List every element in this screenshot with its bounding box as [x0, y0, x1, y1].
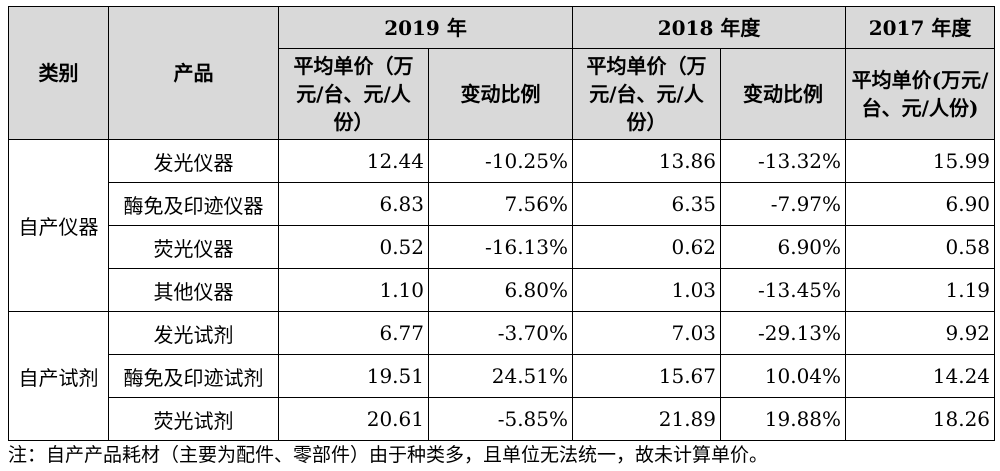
price-2019-cell: 12.44	[278, 139, 429, 183]
header-row-metrics: 平均单价（万元/台、元/人份） 变动比例 平均单价（万元/台、元/人份） 变动比…	[9, 48, 996, 140]
change-2018-cell: -13.45%	[720, 268, 847, 312]
header-change-2018: 变动比例	[720, 48, 847, 140]
category-cell: 自产试剂	[8, 311, 109, 441]
change-2018-cell: 19.88%	[720, 397, 847, 441]
price-2017-cell: 1.19	[845, 268, 996, 312]
price-2017-cell: 6.90	[845, 182, 996, 226]
price-2019-cell: 0.52	[278, 225, 429, 269]
price-2019-cell: 19.51	[278, 354, 429, 398]
price-2017-cell: 14.24	[845, 354, 996, 398]
product-cell: 其他仪器	[108, 268, 279, 312]
table-row: 酶免及印迹仪器 6.83 7.56% 6.35 -7.97% 6.90	[9, 182, 996, 226]
change-2019-cell: -10.25%	[427, 139, 574, 183]
product-cell: 酶免及印迹仪器	[108, 182, 279, 226]
price-2017-cell: 0.58	[845, 225, 996, 269]
change-2019-cell: 6.80%	[427, 268, 574, 312]
price-2018-cell: 7.03	[572, 311, 722, 355]
header-category: 类别	[8, 6, 109, 140]
price-2017-cell: 18.26	[845, 397, 996, 441]
price-2017-cell: 9.92	[845, 311, 996, 355]
price-table: 类别 产品 2019 年 2018 年度 2017 年度 平均单价（万元/台、元…	[8, 6, 996, 441]
price-2018-cell: 13.86	[572, 139, 722, 183]
header-change-2019: 变动比例	[427, 48, 574, 140]
price-2018-cell: 1.03	[572, 268, 722, 312]
price-2018-cell: 0.62	[572, 225, 722, 269]
change-2019-cell: -5.85%	[427, 397, 574, 441]
product-cell: 荧光试剂	[108, 397, 279, 441]
category-cell: 自产仪器	[8, 139, 109, 312]
price-2019-cell: 1.10	[278, 268, 429, 312]
change-2018-cell: 6.90%	[720, 225, 847, 269]
change-2018-cell: -13.32%	[720, 139, 847, 183]
price-2018-cell: 15.67	[572, 354, 722, 398]
price-2018-cell: 21.89	[572, 397, 722, 441]
price-2018-cell: 6.35	[572, 182, 722, 226]
change-2019-cell: 7.56%	[427, 182, 574, 226]
change-2019-cell: -16.13%	[427, 225, 574, 269]
header-row-years: 类别 产品 2019 年 2018 年度 2017 年度	[8, 6, 996, 140]
table-row: 荧光试剂 20.61 -5.85% 21.89 19.88% 18.26	[9, 397, 996, 441]
price-2019-cell: 6.77	[278, 311, 429, 355]
price-2019-cell: 6.83	[278, 182, 429, 226]
header-year-2017: 2017 年度	[845, 6, 996, 49]
table-row: 其他仪器 1.10 6.80% 1.03 -13.45% 1.19	[9, 268, 996, 312]
header-avg-price-2018: 平均单价（万元/台、元/人份）	[572, 48, 722, 140]
header-year-2019: 2019 年	[277, 6, 574, 49]
table-row: 自产仪器 发光仪器 12.44 -10.25% 13.86 -13.32% 15…	[8, 139, 996, 312]
header-year-2018: 2018 年度	[572, 6, 847, 49]
product-cell: 酶免及印迹试剂	[108, 354, 279, 398]
footnote: 注：自产产品耗材（主要为配件、零部件）由于种类多，且单位无法统一，故未计算单价。	[8, 444, 769, 466]
change-2019-cell: 24.51%	[427, 354, 574, 398]
change-2018-cell: 10.04%	[720, 354, 847, 398]
product-cell: 发光仪器	[108, 139, 279, 183]
price-2019-cell: 20.61	[278, 397, 429, 441]
header-product: 产品	[108, 6, 279, 140]
product-cell: 发光试剂	[108, 311, 279, 355]
table-row: 荧光仪器 0.52 -16.13% 0.62 6.90% 0.58	[9, 225, 996, 269]
table-row: 自产试剂 发光试剂 6.77 -3.70% 7.03 -29.13% 9.92	[8, 311, 996, 441]
header-avg-price-2019: 平均单价（万元/台、元/人份）	[278, 48, 429, 140]
change-2018-cell: -29.13%	[720, 311, 847, 355]
header-avg-price-2017: 平均单价(万元/台、元/人份)	[845, 48, 996, 140]
product-cell: 荧光仪器	[108, 225, 279, 269]
change-2019-cell: -3.70%	[427, 311, 574, 355]
price-2017-cell: 15.99	[845, 139, 996, 183]
table-row: 酶免及印迹试剂 19.51 24.51% 15.67 10.04% 14.24	[9, 354, 996, 398]
change-2018-cell: -7.97%	[720, 182, 847, 226]
